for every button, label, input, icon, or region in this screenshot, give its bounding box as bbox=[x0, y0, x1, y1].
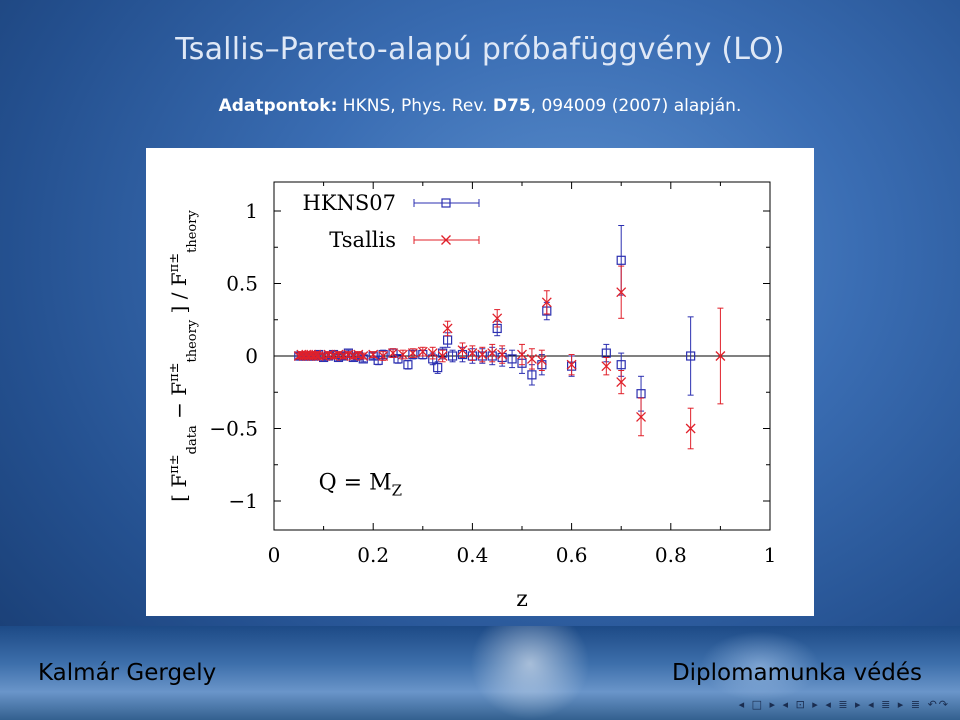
x-tick-label: 0.6 bbox=[556, 543, 588, 567]
tsallis-point bbox=[358, 351, 369, 361]
tsallis-point bbox=[715, 351, 726, 361]
hkns07-point bbox=[507, 354, 517, 364]
tsallis-point bbox=[442, 323, 453, 334]
x-tick-label: 0 bbox=[268, 543, 281, 567]
tsallis-point bbox=[566, 359, 577, 370]
tsallis-point bbox=[636, 411, 646, 422]
chart-figure: 0 0.2 0.4 0.6 0.8 1 −1 −0.5 0 0.5 1 z[ Fπ±data − Fπ… bbox=[146, 148, 814, 616]
tsallis-point bbox=[333, 349, 344, 360]
tsallis-point bbox=[536, 355, 547, 366]
tsallis-point bbox=[492, 313, 503, 324]
hkns07-point bbox=[616, 255, 626, 265]
footer-talk-title: Diplomamunka védés bbox=[671, 660, 922, 686]
tsallis-point bbox=[388, 348, 398, 359]
tsallis-point bbox=[398, 349, 408, 360]
x-axis-label: z bbox=[516, 587, 528, 612]
y-axis-label-part: π± bbox=[167, 362, 182, 381]
hkns07-point bbox=[686, 351, 696, 361]
footer-author: Kalmár Gergely bbox=[38, 660, 217, 686]
tsallis-point bbox=[541, 297, 552, 308]
y-axis-label-part: π± bbox=[167, 253, 182, 272]
y-axis-label-part: theory bbox=[185, 210, 200, 253]
hkns07-point bbox=[527, 370, 537, 380]
tsallis-point bbox=[517, 349, 527, 360]
beamer-navigation: ◂ □ ▸ ◂ ⊡ ▸ ◂ ≣ ▸ ◂ ≣ ▸ ≣ ↶↷ bbox=[739, 698, 950, 711]
subtitle-text-1: HKNS, Phys. Rev. bbox=[337, 96, 493, 116]
footer-crystal-decoration bbox=[700, 631, 820, 701]
tsallis-point bbox=[353, 349, 364, 360]
slide-subtitle: Adatpontok: HKNS, Phys. Rev. D75, 094009… bbox=[0, 96, 960, 116]
tsallis-point bbox=[526, 353, 537, 364]
tsallis-point bbox=[616, 377, 627, 388]
nav-frame-icon[interactable]: ◂ ⊡ ▸ bbox=[782, 698, 820, 711]
slide-title: Tsallis–Pareto-alapú próbafüggvény (LO) bbox=[175, 32, 785, 67]
y-tick-label: 1 bbox=[245, 199, 258, 223]
tsallis-point bbox=[457, 345, 468, 356]
subtitle-volume: D75 bbox=[492, 96, 531, 116]
y-axis-label: [ Fπ±data − Fπ±theory ] / Fπ±theory bbox=[167, 210, 200, 502]
y-axis-label-part: − F bbox=[167, 382, 191, 425]
tsallis-point bbox=[616, 287, 627, 298]
nav-toc-icon[interactable]: ≣ bbox=[910, 698, 923, 711]
q-annotation: Q = MZ bbox=[319, 470, 402, 499]
nav-search-icon[interactable]: ↶↷ bbox=[927, 698, 950, 711]
y-axis-label-part: ] / F bbox=[167, 272, 191, 320]
x-tick-label: 1 bbox=[764, 543, 777, 567]
legend-label: Tsallis bbox=[329, 228, 396, 252]
tsallis-point bbox=[467, 348, 478, 359]
tsallis-point bbox=[407, 348, 418, 359]
y-tick-label: −0.5 bbox=[209, 417, 258, 441]
y-axis-label-part: [ F bbox=[167, 474, 191, 502]
hkns07-point bbox=[447, 351, 458, 361]
legend-label: HKNS07 bbox=[303, 191, 397, 215]
hkns07-point bbox=[433, 363, 443, 373]
tsallis-point bbox=[497, 349, 508, 360]
y-tick-label: 0.5 bbox=[226, 272, 258, 296]
x-tick-label: 0.8 bbox=[655, 543, 687, 567]
y-axis-label-part: data bbox=[185, 425, 200, 454]
hkns07-point bbox=[616, 360, 626, 370]
nav-first-icon[interactable]: ◂ □ ▸ bbox=[738, 698, 778, 711]
x-tick-label: 0.4 bbox=[456, 543, 488, 567]
x-tick-label: 0.2 bbox=[357, 543, 389, 567]
scatter-chart: 0 0.2 0.4 0.6 0.8 1−1−0.500.51z[ Fπ±data − Fπ… bbox=[167, 181, 777, 612]
q-annotation-sub: Z bbox=[392, 481, 402, 499]
subtitle-label: Adatpontok: bbox=[218, 96, 338, 116]
tsallis-point bbox=[427, 348, 438, 359]
tsallis-point bbox=[477, 349, 488, 360]
y-axis-label-part: π± bbox=[167, 454, 182, 473]
tsallis-point bbox=[487, 348, 498, 359]
y-tick-label: −1 bbox=[229, 489, 258, 513]
tsallis-point bbox=[378, 351, 389, 361]
tsallis-point bbox=[343, 349, 354, 360]
tsallis-point bbox=[437, 351, 448, 361]
tsallis-point bbox=[417, 346, 428, 357]
tsallis-point bbox=[685, 423, 696, 434]
tsallis-point bbox=[441, 235, 451, 245]
tsallis-point bbox=[323, 349, 334, 360]
footer-crystal-decoration bbox=[470, 626, 590, 720]
y-tick-label: 0 bbox=[245, 344, 258, 368]
tsallis-point bbox=[368, 349, 379, 360]
hkns07-point bbox=[403, 360, 413, 370]
nav-section-icon[interactable]: ◂ ≣ ▸ bbox=[868, 698, 906, 711]
y-axis-label-part: theory bbox=[185, 319, 200, 362]
footer-bar bbox=[0, 626, 960, 720]
nav-subsection-icon[interactable]: ◂ ≣ ▸ bbox=[825, 698, 863, 711]
hkns07-point bbox=[441, 198, 451, 208]
tsallis-point bbox=[601, 361, 612, 372]
subtitle-text-2: , 094009 (2007) alapján. bbox=[530, 96, 742, 116]
